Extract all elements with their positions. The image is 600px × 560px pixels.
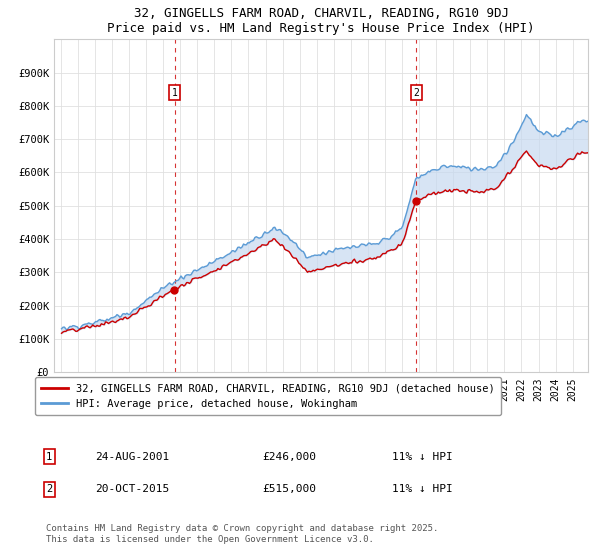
Text: Contains HM Land Registry data © Crown copyright and database right 2025.
This d: Contains HM Land Registry data © Crown c… <box>46 524 439 544</box>
Text: 11% ↓ HPI: 11% ↓ HPI <box>392 484 452 494</box>
Text: 24-AUG-2001: 24-AUG-2001 <box>95 451 169 461</box>
Text: £515,000: £515,000 <box>262 484 316 494</box>
Title: 32, GINGELLS FARM ROAD, CHARVIL, READING, RG10 9DJ
Price paid vs. HM Land Regist: 32, GINGELLS FARM ROAD, CHARVIL, READING… <box>107 7 535 35</box>
Legend: 32, GINGELLS FARM ROAD, CHARVIL, READING, RG10 9DJ (detached house), HPI: Averag: 32, GINGELLS FARM ROAD, CHARVIL, READING… <box>35 377 501 415</box>
Text: 1: 1 <box>172 87 178 97</box>
Text: 2: 2 <box>413 87 419 97</box>
Text: 11% ↓ HPI: 11% ↓ HPI <box>392 451 452 461</box>
Text: 20-OCT-2015: 20-OCT-2015 <box>95 484 169 494</box>
Text: £246,000: £246,000 <box>262 451 316 461</box>
Text: 1: 1 <box>46 451 52 461</box>
Text: 2: 2 <box>46 484 52 494</box>
